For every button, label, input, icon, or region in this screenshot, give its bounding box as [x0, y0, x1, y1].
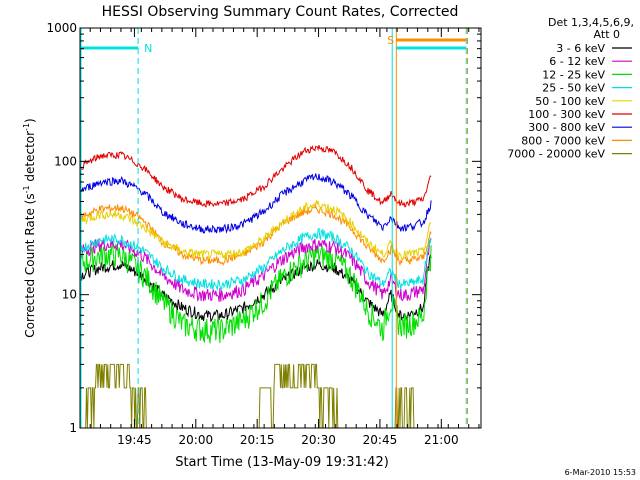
legend-label-6: 300 - 800 keV — [528, 121, 605, 134]
y-tick-label: 10 — [62, 288, 77, 302]
y-axis-label-end: ) — [23, 118, 37, 123]
plot-area — [79, 27, 482, 429]
x-tick-label: 19:45 — [117, 433, 152, 447]
annotation-layer — [80, 28, 468, 428]
x-tick-label: 21:00 — [424, 433, 459, 447]
x-tick-label: 20:30 — [301, 433, 336, 447]
legend-header-1: Det 1,3,4,5,6,9, — [548, 16, 634, 29]
legend-label-5: 100 - 300 keV — [528, 108, 605, 121]
y-axis: 1 10 100 1000 — [46, 21, 481, 435]
series-line-5 — [80, 144, 432, 208]
legend-label-7: 800 - 7000 keV — [521, 134, 605, 147]
y-axis-label-sup1: -1 — [22, 185, 31, 193]
s-label: S — [387, 34, 394, 47]
x-axis: 19:45 20:00 20:15 20:30 20:45 21:00 — [79, 28, 480, 447]
timestamp: 6-Mar-2010 15:53 — [565, 468, 636, 477]
series-line-3 — [80, 227, 432, 292]
y-tick-label: 1000 — [46, 21, 77, 35]
x-axis-label: Start Time (13-May-09 19:31:42) — [175, 455, 389, 470]
y-axis-label-mid: detector — [23, 131, 37, 186]
plot-frame — [79, 27, 482, 429]
y-axis-label-main: Corrected Count Rate (s — [23, 193, 37, 337]
n-label: N — [144, 42, 152, 55]
legend-header-2: Att 0 — [594, 28, 620, 41]
chart-title: HESSI Observing Summary Count Rates, Cor… — [102, 4, 459, 20]
y-axis-label: Corrected Count Rate (s-1 detector-1) — [22, 118, 37, 337]
x-tick-label: 20:15 — [240, 433, 275, 447]
legend-label-3: 25 - 50 keV — [542, 82, 605, 95]
series-line-7 — [80, 203, 432, 267]
x-tick-label: 20:00 — [179, 433, 214, 447]
series-line-8 — [80, 363, 432, 428]
legend-label-2: 12 - 25 keV — [542, 68, 605, 81]
legend-label-8: 7000 - 20000 keV — [507, 148, 605, 161]
legend-label-4: 50 - 100 keV — [535, 95, 605, 108]
series-layer — [80, 144, 432, 428]
y-axis-label-sup2: -1 — [22, 123, 31, 131]
y-tick-label: 100 — [54, 154, 77, 168]
y-tick-label: 1 — [69, 421, 77, 435]
series-line-6 — [80, 173, 432, 235]
legend-label-1: 6 - 12 keV — [549, 55, 605, 68]
series-line-4 — [80, 200, 432, 260]
x-tick-label: 20:45 — [363, 433, 398, 447]
legend-label-0: 3 - 6 keV — [556, 42, 605, 55]
